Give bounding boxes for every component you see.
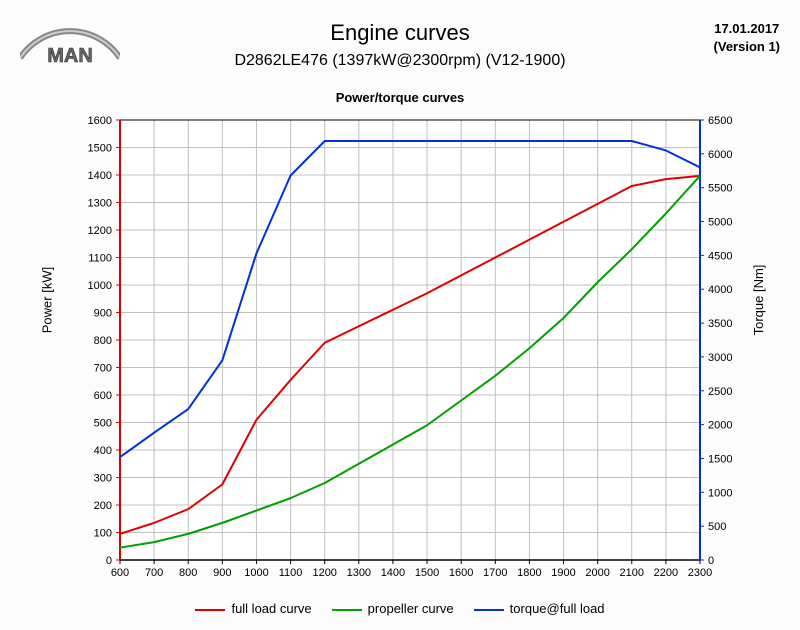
y-right-tick-label: 6500: [708, 115, 732, 127]
legend-item-propeller: propeller curve: [332, 601, 454, 616]
y-right-tick-label: 3500: [708, 318, 732, 330]
legend-item-full_load: full load curve: [195, 601, 311, 616]
x-tick-label: 2200: [654, 567, 678, 579]
x-tick-label: 1100: [279, 567, 303, 579]
y-left-tick-label: 700: [94, 363, 112, 375]
y-right-tick-label: 3000: [708, 352, 732, 364]
y-left-tick-label: 1600: [88, 115, 112, 127]
y-left-tick-label: 1500: [88, 143, 112, 155]
date-block: 17.01.2017 (Version 1): [714, 20, 780, 56]
y-left-tick-label: 1400: [88, 170, 112, 182]
y-right-tick-label: 4000: [708, 284, 732, 296]
y-left-tick-label: 1200: [88, 225, 112, 237]
chart-title: Power/torque curves: [0, 90, 800, 105]
x-tick-label: 2100: [620, 567, 644, 579]
y-right-tick-label: 2500: [708, 386, 732, 398]
y-right-tick-label: 1500: [708, 453, 732, 465]
x-tick-label: 1700: [483, 567, 507, 579]
y-right-tick-label: 500: [708, 521, 726, 533]
y-right-tick-label: 4500: [708, 250, 732, 262]
legend: full load curve propeller curve torque@ful…: [0, 601, 800, 616]
x-tick-label: 600: [111, 567, 129, 579]
y-right-tick-label: 5500: [708, 183, 732, 195]
legend-item-torque: torque@full load: [474, 601, 605, 616]
x-tick-label: 1300: [347, 567, 371, 579]
page-subtitle: D2862LE476 (1397kW@2300rpm) (V12-1900): [0, 52, 800, 70]
x-tick-label: 900: [213, 567, 231, 579]
x-tick-label: 2300: [688, 567, 712, 579]
chart-area: 6007008009001000110012001300140015001600…: [60, 110, 760, 590]
version-text: (Version 1): [714, 38, 780, 56]
y-right-tick-label: 0: [708, 555, 714, 567]
y-left-tick-label: 300: [94, 473, 112, 485]
x-tick-label: 700: [145, 567, 163, 579]
y-left-tick-label: 100: [94, 528, 112, 540]
y-left-tick-label: 1100: [88, 253, 112, 265]
legend-swatch: [474, 609, 504, 611]
legend-label: full load curve: [231, 601, 311, 616]
chart-svg: 6007008009001000110012001300140015001600…: [60, 110, 760, 590]
y-left-tick-label: 800: [94, 335, 112, 347]
x-tick-label: 1500: [415, 567, 439, 579]
y-right-tick-label: 2000: [708, 420, 732, 432]
x-tick-label: 1400: [381, 567, 405, 579]
y-left-tick-label: 500: [94, 418, 112, 430]
x-tick-label: 800: [179, 567, 197, 579]
y-right-tick-label: 1000: [708, 487, 732, 499]
page: MAN Engine curves D2862LE476 (1397kW@230…: [0, 0, 800, 630]
x-tick-label: 1600: [449, 567, 473, 579]
x-tick-label: 1900: [551, 567, 575, 579]
y-left-tick-label: 900: [94, 308, 112, 320]
y-right-tick-label: 5000: [708, 217, 732, 229]
date-text: 17.01.2017: [714, 20, 780, 38]
legend-swatch: [195, 609, 225, 611]
y-left-tick-label: 1300: [88, 198, 112, 210]
x-tick-label: 1800: [517, 567, 541, 579]
y-left-label: Power [kW]: [40, 267, 55, 333]
legend-label: propeller curve: [368, 601, 454, 616]
y-left-tick-label: 0: [106, 555, 112, 567]
y-left-tick-label: 200: [94, 500, 112, 512]
page-title: Engine curves: [0, 20, 800, 46]
x-tick-label: 1000: [244, 567, 268, 579]
x-tick-label: 1200: [312, 567, 336, 579]
y-left-tick-label: 1000: [88, 280, 112, 292]
x-tick-label: 2000: [585, 567, 609, 579]
legend-swatch: [332, 609, 362, 611]
y-left-tick-label: 400: [94, 445, 112, 457]
y-left-tick-label: 600: [94, 390, 112, 402]
legend-label: torque@full load: [510, 601, 605, 616]
y-right-tick-label: 6000: [708, 149, 732, 161]
